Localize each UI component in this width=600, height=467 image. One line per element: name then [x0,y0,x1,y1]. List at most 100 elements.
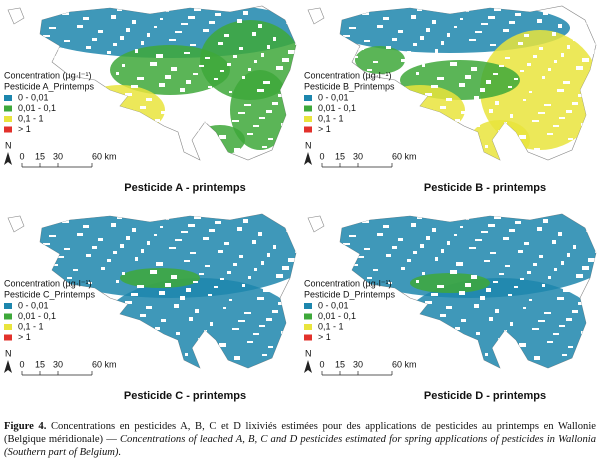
unclassified-area [209,229,215,232]
unclassified-area [259,325,265,327]
unclassified-area [159,83,165,87]
unclassified-area [140,314,146,317]
unclassified-area [446,98,452,101]
unclassified-area [481,231,488,233]
unclassified-area [116,72,119,75]
unclassified-area [518,250,523,253]
unclassified-area [450,62,457,66]
unclassified-area [349,235,356,237]
unclassified-area [69,305,73,309]
unclassified-area [552,240,556,244]
unclassified-area [573,245,576,249]
legend-label: 0,1 - 1 [18,113,44,123]
unclassified-area [426,28,430,32]
unclassified-area [431,293,438,296]
unclassified-area [538,112,545,114]
unclassified-area [149,127,154,130]
unclassified-area [44,336,48,339]
unclassified-area [78,326,81,330]
unclassified-area [508,294,512,296]
unclassified-area [278,94,284,97]
unclassified-area [295,251,296,253]
unclassified-area [363,105,367,109]
unclassified-area [179,361,182,364]
unclassified-area [469,39,476,41]
scale-label: 60 km [92,151,117,161]
unclassified-area [527,271,531,274]
unclassified-area [432,20,436,24]
unclassified-area [203,29,209,32]
unclassified-area [229,299,232,301]
legend-subtitle: Pesticide C_Printemps [4,289,96,299]
unclassified-area [121,337,127,339]
unclassified-area [373,61,378,63]
concentration-zone [120,268,200,288]
unclassified-area [171,275,177,279]
unclassified-area [432,228,436,232]
unclassified-area [165,283,171,287]
legend-swatch [4,324,12,330]
unclassified-area [283,359,287,361]
unclassified-area [239,255,243,258]
unclassified-area [273,245,276,249]
unclassified-area [364,248,370,250]
legend-swatch [304,126,312,133]
unclassified-area [544,104,551,106]
unclassified-area [77,25,83,28]
unclassified-area [557,89,564,92]
north-arrow [304,360,312,373]
unclassified-area [422,272,425,275]
unclassified-area [115,137,121,139]
unclassified-area [369,97,373,101]
unclassified-area [538,320,545,322]
unclassified-area [49,27,56,29]
legend-swatch [304,313,312,320]
legend-subtitle: Pesticide A_Printemps [4,81,95,91]
unclassified-area [164,348,168,351]
unclassified-area [180,296,185,300]
unclassified-area [528,156,534,160]
unclassified-area [101,59,105,62]
unclassified-area [391,103,394,105]
unclassified-area [596,344,600,347]
unclassified-area [447,33,450,37]
unclassified-area [287,115,292,118]
scale-label: 30 [353,359,363,369]
unclassified-area [150,62,157,66]
legend-label: 0,01 - 0,1 [318,103,356,113]
unclassified-area [359,141,362,144]
legend-title: Concentration (µg·l⁻¹) [4,70,91,80]
map-panel: Concentration (µg·l⁻¹)Pesticide D_Printe… [304,213,600,402]
unclassified-area [98,238,103,241]
panel-caption: Pesticide C - printemps [124,390,246,402]
unclassified-area [398,238,403,241]
unclassified-area [485,145,488,148]
unclassified-area [151,363,155,365]
unclassified-area [252,32,256,36]
unclassified-area [52,56,58,58]
unclassified-area [381,355,388,359]
unclassified-area [539,255,543,258]
unclassified-area [415,137,421,139]
unclassified-area [465,283,471,287]
unclassified-area [268,346,273,348]
unclassified-area [93,131,100,135]
unclassified-area [219,135,226,139]
unclassified-area [554,268,557,271]
unclassified-area [145,163,149,165]
scale-label: 60 km [392,359,417,369]
unclassified-area [422,64,425,67]
unclassified-area [194,8,201,11]
unclassified-area [258,232,262,236]
unclassified-area [510,322,513,326]
unclassified-area [520,70,524,72]
unclassified-area [220,70,224,72]
unclassified-area [161,111,166,114]
unclassified-area [135,49,138,53]
unclassified-area [272,310,278,313]
unclassified-area [141,41,144,45]
unclassified-area [267,45,270,49]
north-arrow [4,360,12,373]
unclassified-area [97,303,100,305]
concentration-zone [355,46,405,74]
